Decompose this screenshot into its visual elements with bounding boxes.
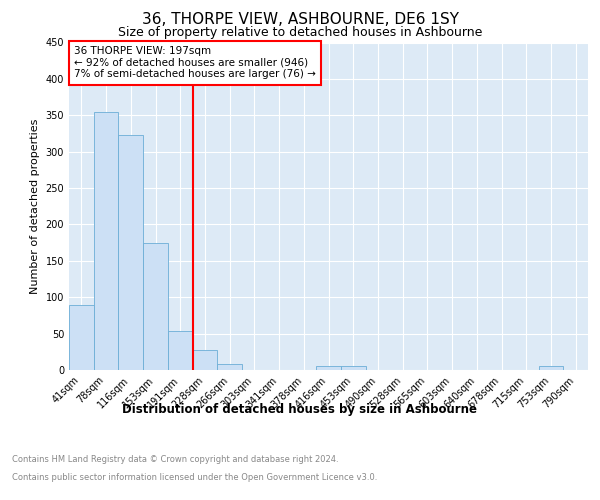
Bar (94, 112, 118, 370)
Bar (217, 364, 242, 370)
Bar (69, 304, 94, 370)
Bar (341, 366, 365, 370)
Bar (539, 366, 563, 370)
Bar (118, 135, 143, 370)
Text: Distribution of detached houses by size in Ashbourne: Distribution of detached houses by size … (122, 402, 478, 415)
Text: Size of property relative to detached houses in Ashbourne: Size of property relative to detached ho… (118, 26, 482, 39)
Text: 36 THORPE VIEW: 197sqm
← 92% of detached houses are smaller (946)
7% of semi-det: 36 THORPE VIEW: 197sqm ← 92% of detached… (74, 46, 316, 80)
Text: 36, THORPE VIEW, ASHBOURNE, DE6 1SY: 36, THORPE VIEW, ASHBOURNE, DE6 1SY (142, 12, 458, 28)
Text: Contains HM Land Registry data © Crown copyright and database right 2024.: Contains HM Land Registry data © Crown c… (12, 455, 338, 464)
Y-axis label: Number of detached properties: Number of detached properties (30, 118, 40, 294)
Bar (143, 242, 168, 370)
Bar (168, 330, 193, 370)
Text: Contains public sector information licensed under the Open Government Licence v3: Contains public sector information licen… (12, 472, 377, 482)
Bar (316, 366, 341, 370)
Bar (193, 350, 217, 370)
